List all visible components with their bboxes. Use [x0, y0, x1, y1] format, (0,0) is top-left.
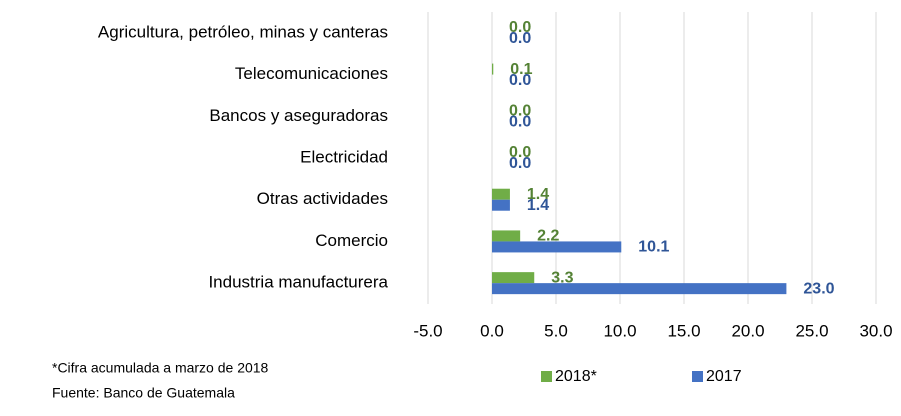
y-tick-label: Agricultura, petróleo, minas y canteras [98, 22, 388, 41]
data-label: 0.0 [509, 72, 531, 89]
data-label: 0.0 [509, 19, 531, 36]
bar [492, 272, 535, 284]
data-label: 3.3 [551, 269, 573, 286]
y-tick-label: Industria manufacturera [208, 273, 388, 292]
bar [492, 241, 622, 253]
data-label: 2.2 [537, 228, 559, 245]
y-tick-label: Otras actividades [257, 189, 388, 208]
legend-swatch [692, 371, 703, 382]
bar [492, 188, 510, 200]
bar [492, 63, 494, 75]
y-tick-label: Comercio [315, 231, 388, 250]
data-label: 0.1 [510, 61, 532, 78]
x-tick-label: 10.0 [603, 321, 636, 340]
bar [492, 230, 521, 242]
data-label: 0.0 [509, 103, 531, 120]
data-label: 10.1 [638, 239, 669, 256]
legend-label: 2017 [706, 368, 742, 385]
x-tick-label: 20.0 [731, 321, 764, 340]
note: Fuente: Banco de Guatemala [52, 385, 235, 401]
data-label: 0.0 [509, 144, 531, 161]
data-label: 0.0 [509, 114, 531, 131]
bar [492, 283, 787, 295]
x-tick-label: -5.0 [413, 321, 442, 340]
y-tick-label: Electricidad [300, 147, 388, 166]
y-tick-label: Telecomunicaciones [235, 64, 388, 83]
x-tick-label: 25.0 [795, 321, 828, 340]
x-tick-label: 5.0 [544, 321, 568, 340]
x-tick-label: 15.0 [667, 321, 700, 340]
data-label: 1.4 [527, 186, 549, 203]
bar [492, 199, 510, 211]
legend-swatch [541, 371, 552, 382]
data-label: 1.4 [527, 197, 549, 214]
x-tick-label: 0.0 [480, 321, 504, 340]
legend-label: 2018* [555, 368, 597, 385]
x-tick-label: 30.0 [859, 321, 892, 340]
data-label: 0.0 [509, 30, 531, 47]
note: *Cifra acumulada a marzo de 2018 [52, 360, 269, 376]
data-label: 0.0 [509, 155, 531, 172]
data-label: 23.0 [803, 280, 834, 297]
y-tick-label: Bancos y aseguradoras [209, 106, 388, 125]
